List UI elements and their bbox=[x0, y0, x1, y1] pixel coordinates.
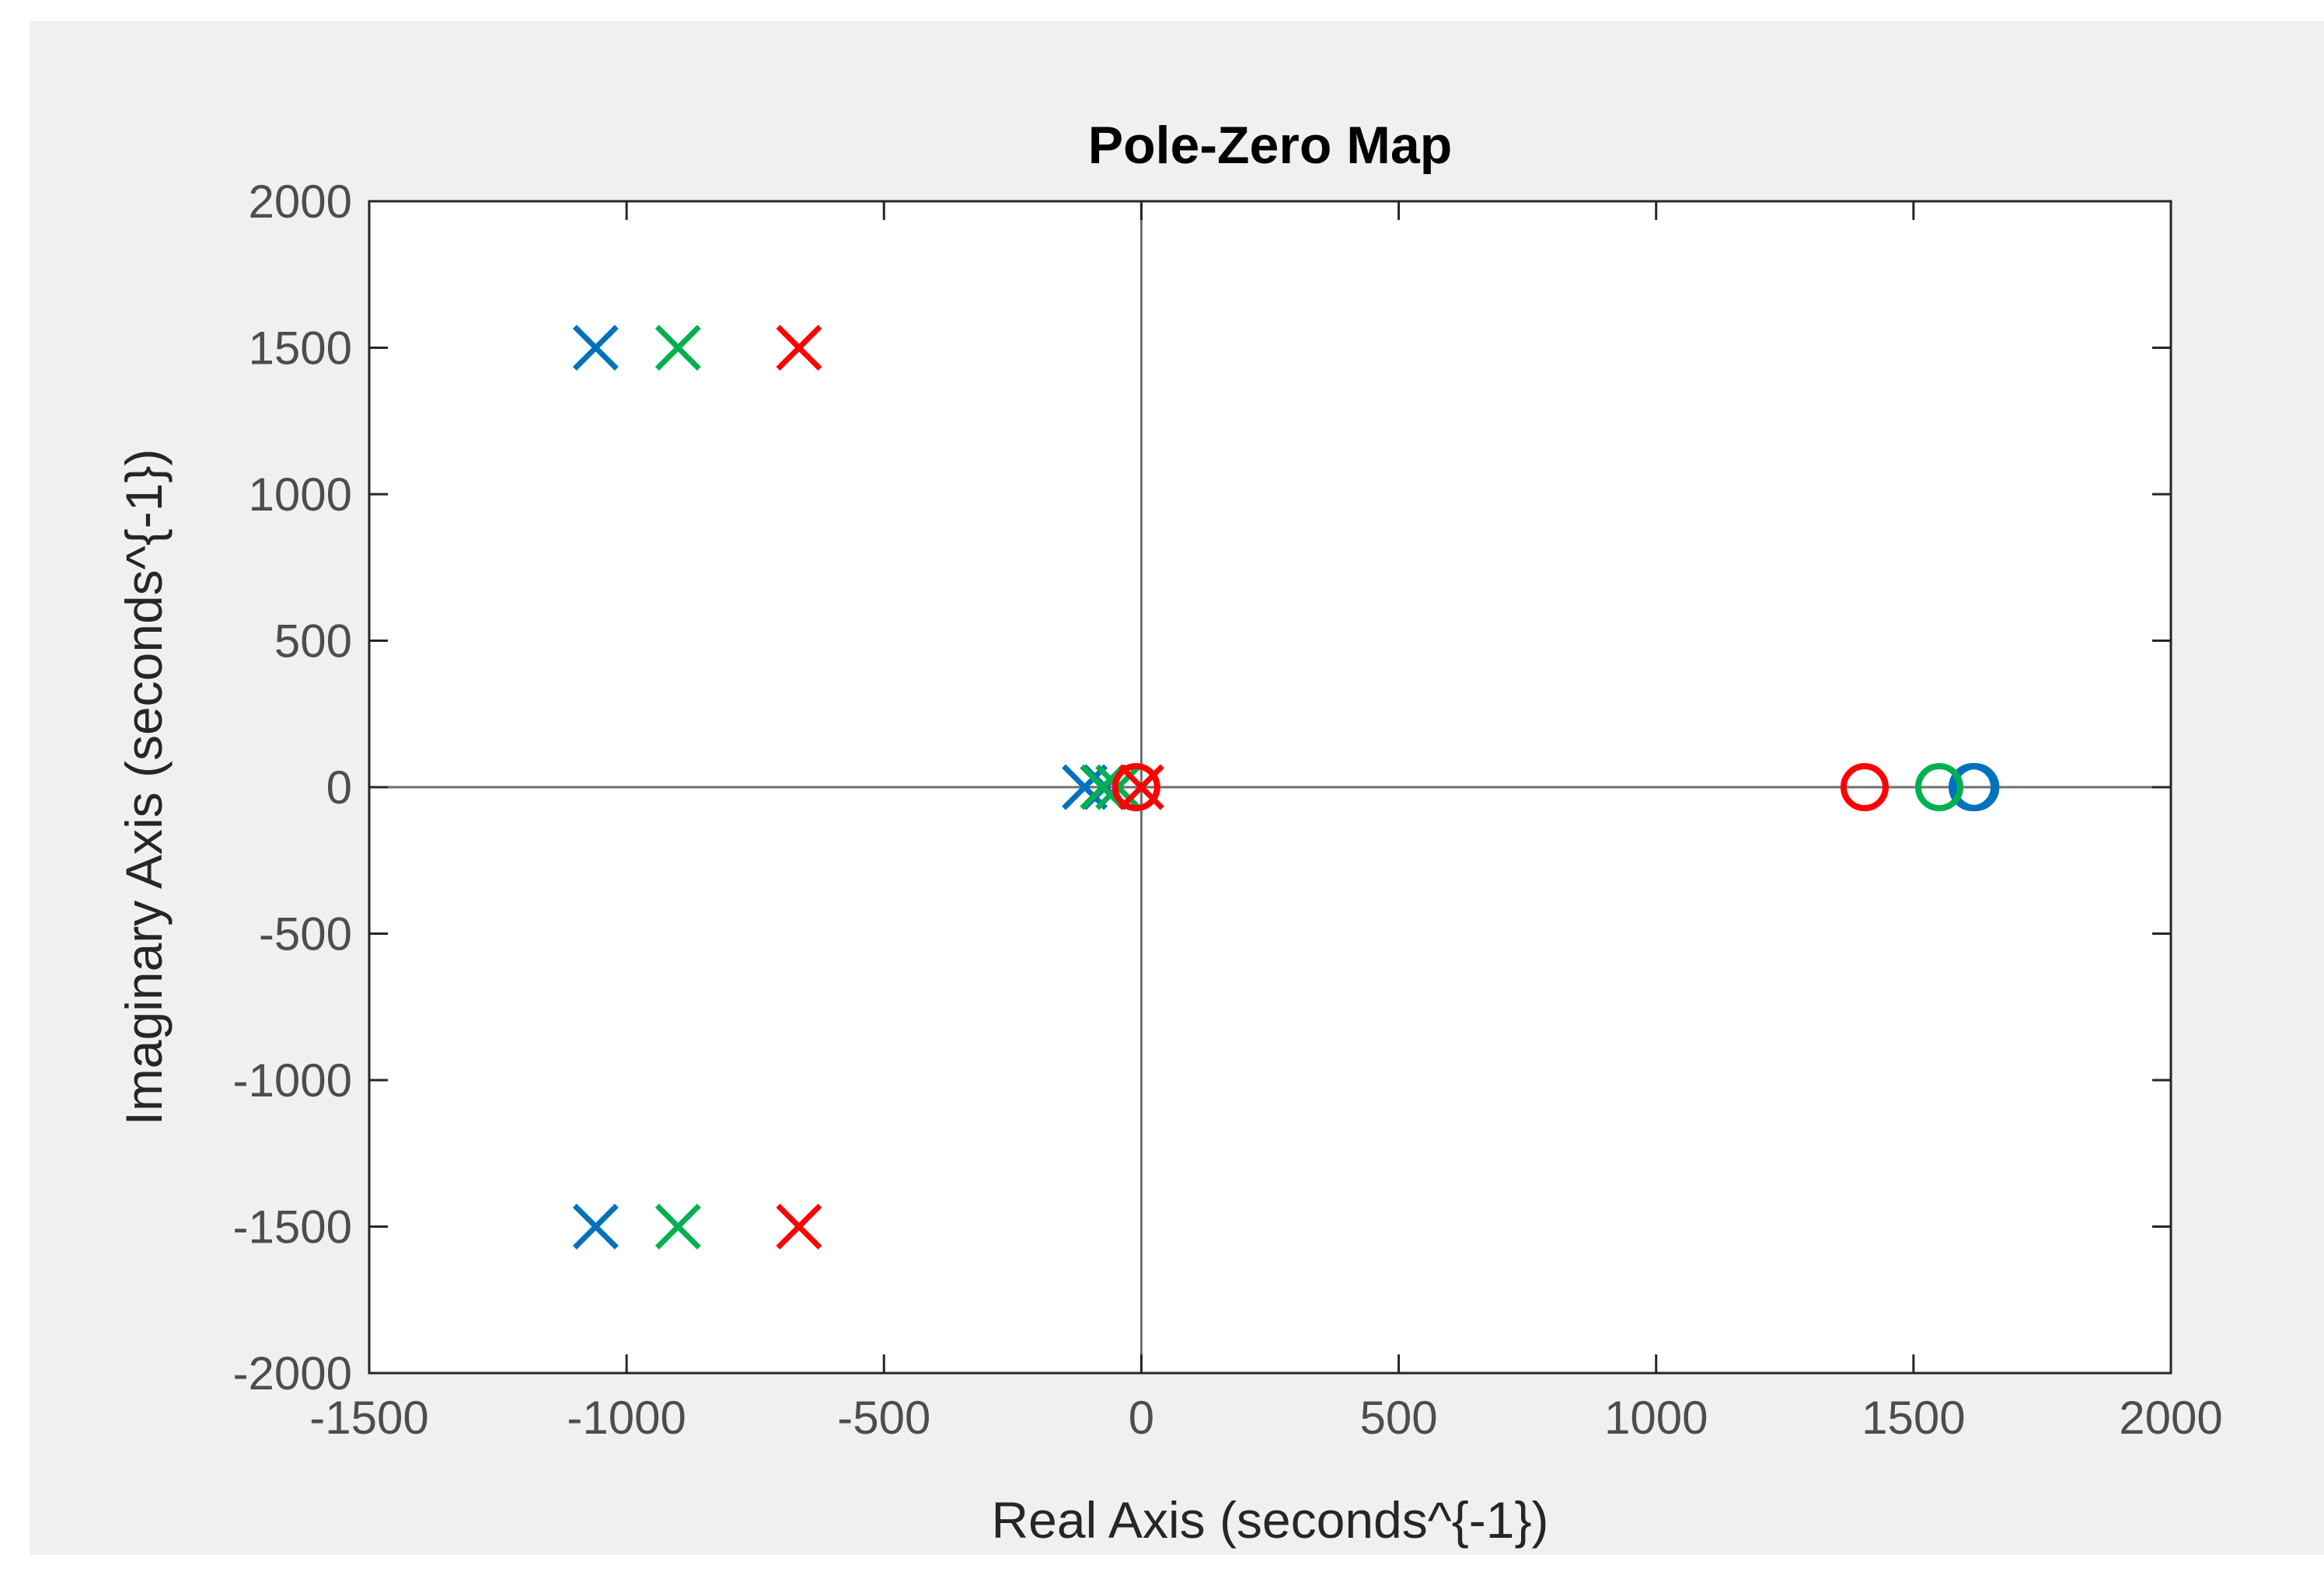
pole-marker bbox=[572, 325, 619, 371]
y-tick-label: -500 bbox=[259, 908, 352, 960]
plot-area-group: -1500 -1000 -500 0 500 1000 1500 2000 2000 1500 10… bbox=[233, 176, 2223, 1444]
pole-marker bbox=[1062, 764, 1108, 810]
y-tick-label: -1000 bbox=[233, 1054, 352, 1107]
x-tick-label: 1500 bbox=[1862, 1392, 1965, 1444]
x-tick-label: -1500 bbox=[309, 1392, 428, 1444]
pole-marker bbox=[776, 325, 822, 371]
y-tick-label: 2000 bbox=[249, 176, 352, 228]
y-tick-label: -1500 bbox=[233, 1201, 352, 1253]
y-tick-label: 0 bbox=[326, 762, 352, 814]
pole-zero-chart: Pole-Zero Map -1500 -1000 -500 0 500 1000 1500… bbox=[115, 116, 2223, 1549]
x-axis-title: Real Axis (seconds^{-1}) bbox=[992, 1491, 1549, 1549]
x-tick-label: 2000 bbox=[2119, 1392, 2222, 1444]
pole-marker bbox=[572, 1204, 619, 1250]
x-tick-label: -1000 bbox=[567, 1392, 686, 1444]
zero-marker bbox=[1914, 763, 1963, 811]
zero-marker bbox=[1951, 763, 2000, 811]
zero-marker bbox=[1840, 763, 1889, 811]
zero-marker bbox=[1111, 763, 1160, 811]
y-tick-label: 500 bbox=[274, 615, 352, 667]
y-tick-label: 1000 bbox=[249, 469, 352, 521]
x-tick-label: -500 bbox=[837, 1392, 930, 1444]
pole-marker bbox=[654, 325, 701, 371]
x-tick-label: 1000 bbox=[1604, 1392, 1708, 1444]
x-tick-label: 500 bbox=[1360, 1392, 1438, 1444]
chart-title: Pole-Zero Map bbox=[1088, 116, 1453, 175]
figure-background: Pole-Zero Map -1500 -1000 -500 0 500 1000 1500… bbox=[30, 21, 2324, 1555]
pole-marker bbox=[776, 1204, 822, 1250]
y-tick-label: -2000 bbox=[233, 1347, 352, 1399]
pole-marker bbox=[654, 1204, 701, 1250]
y-axis-title: Imaginary Axis (seconds^{-1}) bbox=[115, 448, 173, 1125]
x-tick-label: 0 bbox=[1129, 1392, 1154, 1444]
y-tick-label: 1500 bbox=[249, 322, 352, 375]
